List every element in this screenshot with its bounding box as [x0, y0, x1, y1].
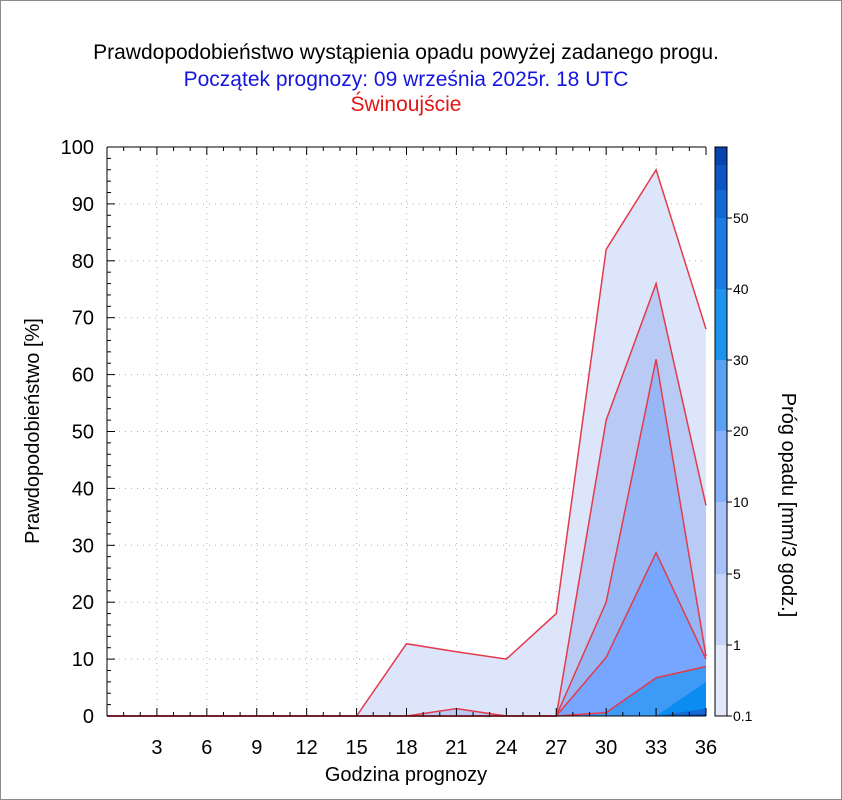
- colorbar-label-4: 20: [733, 423, 749, 439]
- y-tick-label-7: 70: [72, 308, 94, 330]
- y-tick-label-9: 90: [72, 194, 94, 216]
- chart-subtitle: Początek prognozy: 09 września 2025r. 18…: [183, 68, 629, 91]
- x-tick-label-5: 18: [395, 737, 417, 759]
- x-tick-label-3: 12: [296, 737, 318, 759]
- y-tick-label-2: 20: [72, 592, 94, 614]
- x-tick-label-2: 9: [251, 737, 262, 759]
- y-tick-label-10: 100: [61, 137, 94, 159]
- y-tick-label-0: 0: [83, 706, 94, 728]
- colorbar-label-0: 0.1: [733, 708, 753, 724]
- y-tick-label-1: 10: [72, 649, 94, 671]
- x-tick-label-0: 3: [151, 737, 162, 759]
- x-tick-label-11: 36: [695, 737, 717, 759]
- y-tick-label-6: 60: [72, 365, 94, 387]
- x-tick-label-10: 33: [645, 737, 667, 759]
- area-threshold-20: [107, 666, 706, 716]
- colorbar-label-6: 40: [733, 281, 749, 297]
- chart-title: Prawdopodobieństwo wystąpienia opadu pow…: [93, 41, 719, 64]
- colorbar-segment-5: [715, 289, 727, 360]
- y-axis-label: Prawdopodobieństwo [%]: [22, 318, 44, 544]
- colorbar-label: Próg opadu [mm/3 godz.]: [777, 393, 799, 618]
- x-tick-label-4: 15: [345, 737, 367, 759]
- x-tick-label-7: 24: [495, 737, 517, 759]
- chart-location: Świnoujście: [350, 93, 462, 116]
- colorbar-segment-0: [715, 645, 727, 716]
- colorbar-segment-3: [715, 431, 727, 502]
- colorbar-label-2: 5: [733, 566, 741, 582]
- colorbar-segment-4: [715, 360, 727, 431]
- y-tick-label-5: 50: [72, 422, 94, 444]
- x-tick-label-6: 21: [445, 737, 467, 759]
- colorbar-segment-1: [715, 574, 727, 645]
- y-tick-label-4: 40: [72, 478, 94, 500]
- areas: [107, 169, 706, 716]
- colorbar-segment-2: [715, 502, 727, 574]
- colorbar-label-1: 1: [733, 637, 741, 653]
- colorbar-segment-7: [715, 190, 727, 218]
- axes: 3 6 9 12 15 18 21 24 27 30 33 360102030405060708090…: [61, 137, 718, 759]
- colorbar: 0.1 1 5 10 20 30 40 50: [714, 146, 753, 724]
- colorbar-label-3: 10: [733, 494, 749, 510]
- x-tick-label-1: 6: [201, 737, 212, 759]
- x-axis-label: Godzina prognozy: [325, 764, 487, 786]
- colorbar-segment-8: [715, 165, 727, 190]
- colorbar-segment-6: [715, 218, 727, 289]
- colorbar-label-7: 50: [733, 210, 749, 226]
- y-tick-label-3: 30: [72, 535, 94, 557]
- x-tick-label-8: 27: [545, 737, 567, 759]
- colorbar-segment-9: [715, 147, 727, 165]
- x-tick-label-9: 30: [595, 737, 617, 759]
- y-tick-label-8: 80: [72, 251, 94, 273]
- colorbar-label-5: 30: [733, 352, 749, 368]
